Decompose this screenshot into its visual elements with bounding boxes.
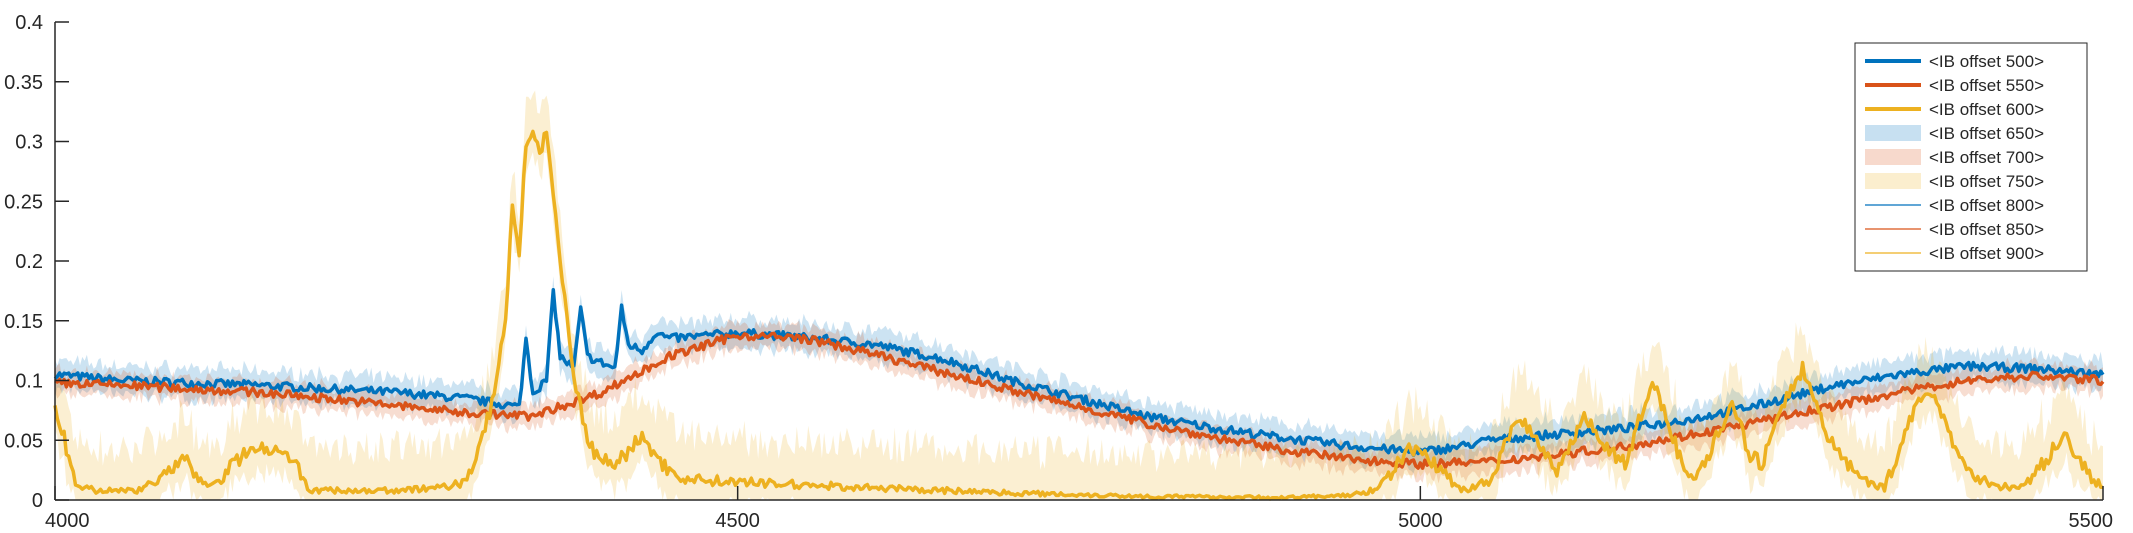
x-tick-label: 5500 <box>2069 510 2114 532</box>
axes: 0 0.05 0.1 0.15 0.2 0.25 0.3 0.35 0.4 4000 4500 500… <box>4 12 2113 532</box>
legend-label: <IB offset 600> <box>1929 100 2044 119</box>
legend-box <box>1854 42 2088 272</box>
y-tick-label: 0.05 <box>4 430 43 452</box>
series-lines <box>53 129 2105 501</box>
legend-swatch <box>1865 125 1921 141</box>
y-tick-label: 0.2 <box>15 251 43 273</box>
y-tick-label: 0.4 <box>15 12 43 34</box>
legend-label: <IB offset 750> <box>1929 172 2044 191</box>
x-tick-label: 5000 <box>1398 510 1443 532</box>
y-tick-label: 0.3 <box>15 132 43 154</box>
x-tick-label: 4000 <box>45 510 90 532</box>
legend-label: <IB offset 500> <box>1929 52 2044 71</box>
series-3-thin-line <box>54 129 2104 501</box>
legend-label: <IB offset 800> <box>1929 196 2044 215</box>
y-tick-label: 0.25 <box>4 191 43 213</box>
series-2-line <box>54 331 2105 470</box>
x-tick-label: 4500 <box>715 510 760 532</box>
legend-label: <IB offset 650> <box>1929 124 2044 143</box>
y-tick-label: 0.35 <box>4 72 43 94</box>
y-tick-label: 0.15 <box>4 311 43 333</box>
confidence-bands <box>55 90 2103 500</box>
legend: <IB offset 500> <IB offset 550> <IB offset… <box>1854 42 2088 272</box>
series-1-line <box>53 287 2105 457</box>
series-3-band <box>55 90 2103 500</box>
legend-swatch <box>1865 149 1921 165</box>
legend-label: <IB offset 700> <box>1929 148 2044 167</box>
y-tick-label: 0.1 <box>15 371 43 393</box>
legend-label: <IB offset 850> <box>1929 220 2044 239</box>
legend-label: <IB offset 550> <box>1929 76 2044 95</box>
y-tick-label: 0 <box>32 490 43 512</box>
legend-label: <IB offset 900> <box>1929 244 2044 263</box>
legend-swatch <box>1865 173 1921 189</box>
series-3-line <box>53 129 2104 501</box>
